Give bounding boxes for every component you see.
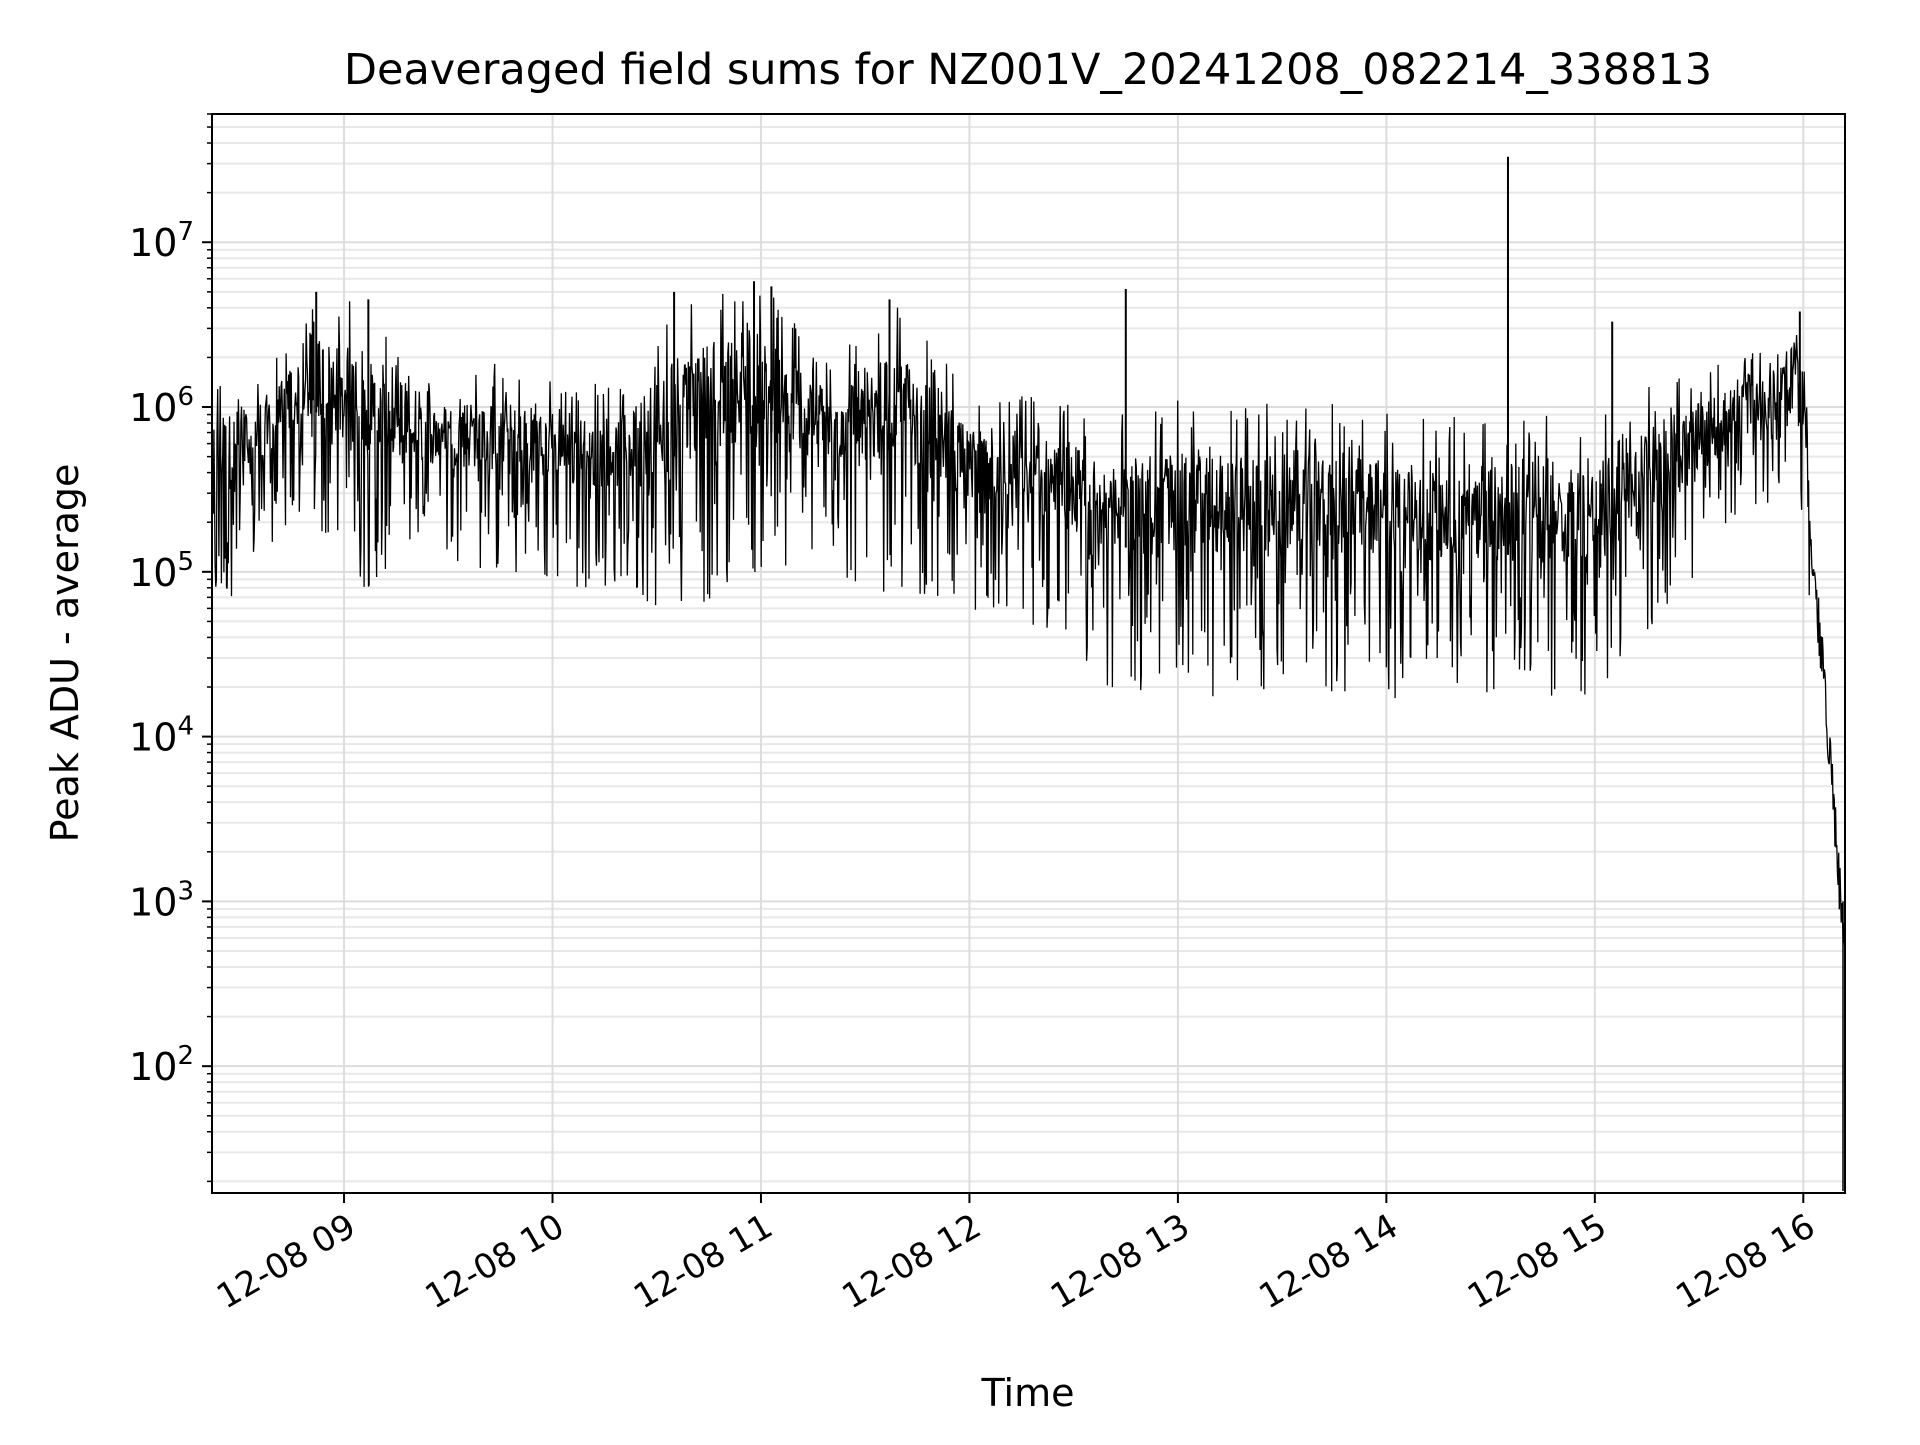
- y-axis-label: Peak ADU - average: [43, 464, 87, 843]
- y-tick-label: 107: [129, 217, 194, 265]
- y-tick-label: 102: [129, 1041, 194, 1089]
- y-tick-label: 104: [129, 712, 194, 760]
- plot-frame: [211, 113, 1846, 1194]
- y-tick-label: 105: [129, 547, 194, 595]
- x-axis-label: Time: [981, 1371, 1075, 1415]
- y-tick-label: 103: [129, 876, 194, 924]
- chart-title: Deaveraged field sums for NZ001V_2024120…: [344, 45, 1712, 95]
- series-line: [211, 293, 1846, 952]
- data-series: [211, 156, 1846, 1191]
- y-tick-label: 106: [129, 382, 194, 430]
